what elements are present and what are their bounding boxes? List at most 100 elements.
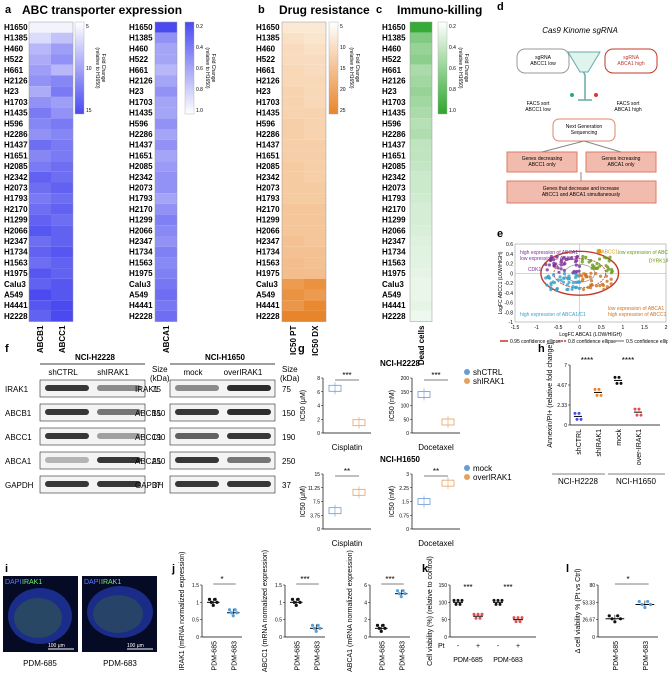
data-point [296,597,300,601]
quadrant-label: high expression of ABCA1 [520,250,578,256]
scatter-point [545,268,549,272]
heatmap-cell [155,22,177,33]
row-label: H1651 [129,151,153,160]
x-tick-label: shIRAK1 [596,429,603,457]
data-point [514,620,518,624]
sig-stars: ** [433,467,439,476]
data-point [619,381,623,385]
scatter-point [574,263,578,267]
heatmap-cell [155,268,177,279]
row-label: H1734 [4,248,28,257]
heatmap-cell [29,193,51,204]
scatter-point [569,256,574,260]
row-label: A549 [256,291,276,300]
row-label: H1299 [129,216,153,225]
scatter-point [545,283,549,287]
x-tick: 0 [578,325,581,331]
row-label: H4441 [129,301,153,310]
data-point [637,599,641,604]
colorbar-tick: 20 [340,87,346,93]
heatmap-cell [51,182,73,194]
blot-strip [169,379,276,398]
heatmap-cell [29,54,51,65]
blot-row-label: ABCA1 [135,457,162,466]
data-point [231,614,235,618]
row-label: H1435 [382,109,406,118]
heatmap-cell [29,43,51,55]
blot-kda: 250 [282,457,296,466]
x-tick: 1 [621,325,624,331]
heatmap-cell [304,75,326,87]
colorbar-tick: 0.6 [196,66,203,72]
scatter-point [558,275,562,279]
colorbar-tick: 0.2 [449,24,456,30]
row-label: H1975 [256,269,280,278]
colorbar-tick: 15 [86,108,92,114]
y-tick: 11.25 [308,486,320,492]
data-point [227,608,232,612]
heatmap-cell [51,257,73,269]
heatmap-cell [410,193,432,204]
data-point [381,623,385,627]
row-label: H1437 [129,141,153,150]
row-label: H2170 [256,205,280,214]
blot-band [175,457,219,463]
panel-letter-g: g [298,343,305,355]
heatmap-cell [51,310,73,322]
sig-stars: *** [342,371,351,380]
panel-letter-j: j [171,563,175,575]
heatmap-cell [410,43,432,55]
y-tick: 2 [317,417,320,423]
heatmap-cell [51,278,73,290]
quadrant-label: low expression of ABCC1 [520,256,577,262]
scatter-point [573,286,578,290]
row-label: H661 [256,66,276,75]
heatmap-cell [410,150,432,162]
y-tick: 4 [364,600,367,606]
row-label: H2286 [4,130,28,139]
heatmap-cell [410,54,432,65]
row-label: H522 [256,55,276,64]
heatmap-cell [29,225,51,236]
scatter-point [597,257,602,261]
x-tick-label: PDM-683 [399,641,406,671]
scatter-point [573,275,578,280]
row-label: H661 [382,66,402,75]
blot-size-label: Size (kDa) [150,365,170,383]
data-point [401,589,405,593]
y-tick: 50 [403,417,409,423]
y-tick: 150 [401,390,410,396]
data-point [397,592,401,596]
data-point [383,626,387,630]
scatter-point [551,273,556,277]
heatmap-cell [304,129,326,140]
data-point [573,411,577,415]
data-point [577,411,581,415]
row-label: H596 [382,119,402,128]
heatmap-cell [29,129,51,140]
scatter-point [547,263,551,267]
blot-row-label: ABCA1 [5,457,32,466]
data-point [613,375,617,379]
row-label: H1793 [382,194,406,203]
legend-label: shIRAK1 [473,377,505,386]
row-label: H4441 [256,301,280,310]
row-label: A549 [4,291,24,300]
heatmap-cell [155,64,177,76]
row-label: H2342 [256,173,280,182]
data-point [316,623,320,627]
panel-letter-f: f [5,343,9,355]
quadrant-label: low expression of ABCA1 [608,306,664,312]
heatmap-cell [155,193,177,204]
y-tick: 15 [314,472,320,478]
blot-strip [169,451,276,470]
heatmap-cell [29,182,51,194]
data-point [579,417,583,421]
sig-stars: *** [300,575,309,584]
blot-kda: 150 [152,409,166,418]
y-tick: 0 [510,271,513,277]
y-tick: -0.6 [504,301,513,307]
scatter-point [549,286,553,290]
heatmap-cell [282,75,304,87]
heatmap-cell [155,289,177,301]
